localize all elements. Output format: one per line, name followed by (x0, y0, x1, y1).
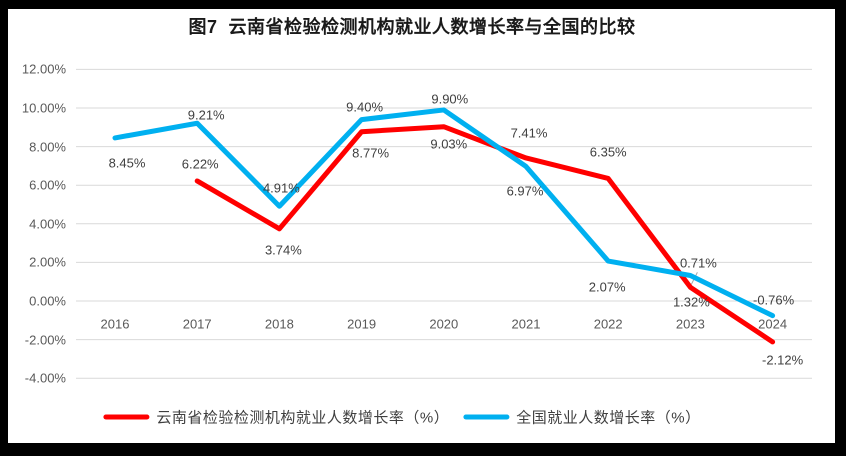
gridlines (76, 68, 812, 379)
chart-canvas (8, 9, 835, 443)
series-lines (112, 107, 776, 345)
legend-swatch-national-line (463, 414, 510, 420)
series-line-national (112, 107, 776, 319)
legend-item-yunnan: 云南省检验检测机构就业人数增长率（%） (103, 407, 449, 428)
legend-label-national: 全国就业人数增长率（%） (516, 409, 701, 427)
legend-item-national: 全国就业人数增长率（%） (463, 407, 700, 428)
series-line-yunnan (194, 124, 776, 345)
legend-swatch-yunnan-line (103, 414, 150, 420)
legend-label-yunnan: 云南省检验检测机构就业人数增长率（%） (156, 409, 450, 427)
legend: 云南省检验检测机构就业人数增长率（%） 全国就业人数增长率（%） (103, 407, 700, 428)
chart-title: 图7 云南省检验检测机构就业人数增长率与全国的比较 (188, 17, 636, 37)
